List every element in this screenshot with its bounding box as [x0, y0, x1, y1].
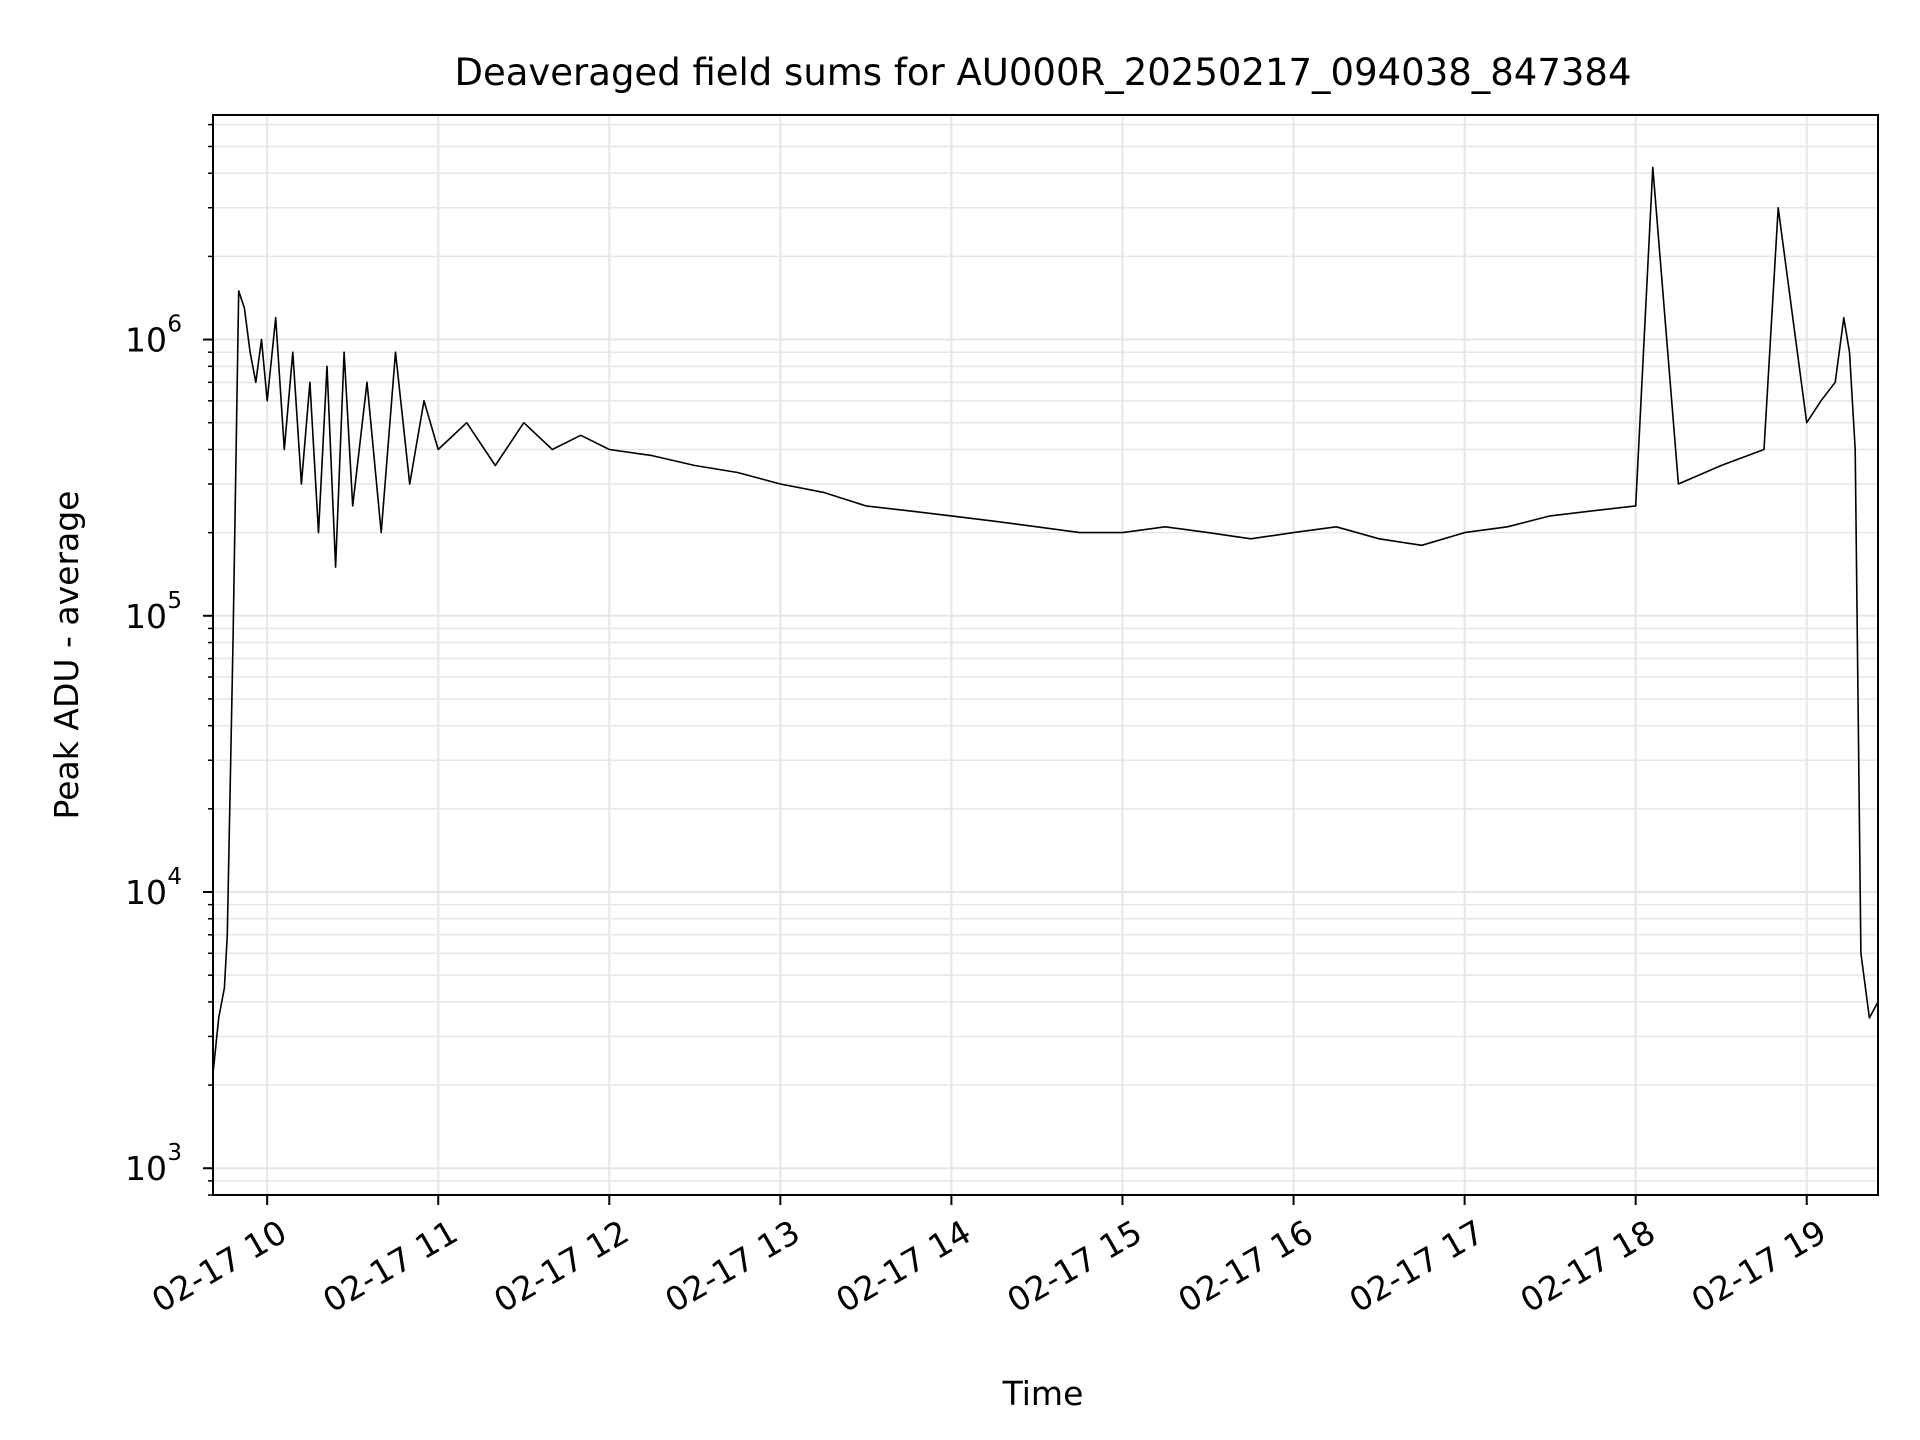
y-tick-label: 10 [125, 597, 167, 636]
y-tick-base: 10 [125, 873, 167, 912]
y-axis-label: Peak ADU - average [47, 491, 86, 820]
y-tick-label: 10 [125, 873, 167, 912]
plot-area [212, 166, 1879, 1074]
plot-frame [212, 114, 1879, 1196]
y-tick-base: 10 [125, 597, 167, 636]
x-axis-label: Time [1002, 1374, 1084, 1413]
series-line [212, 166, 1879, 1074]
y-tick-label: 10 [125, 1149, 167, 1188]
y-tick-exponent: 4 [167, 864, 182, 890]
y-tick-exponent: 6 [167, 312, 182, 338]
chart-title: Deaveraged field sums for AU000R_2025021… [454, 51, 1631, 94]
y-tick-exponent: 3 [167, 1140, 182, 1166]
y-tick-base: 10 [125, 321, 167, 360]
y-tick-label: 10 [125, 321, 167, 360]
y-tick-exponent: 5 [167, 588, 182, 614]
y-tick-base: 10 [125, 1149, 167, 1188]
